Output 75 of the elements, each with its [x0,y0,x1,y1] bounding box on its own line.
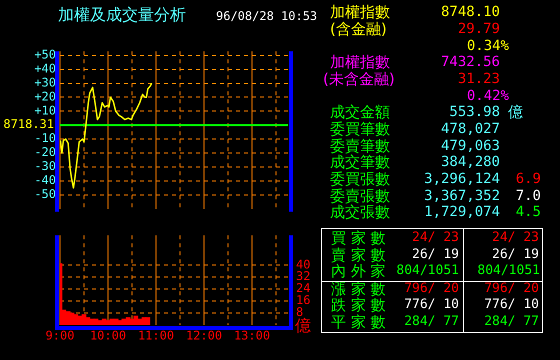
bar [110,318,114,325]
text: 804/1051 [477,263,540,278]
text: 成交金額 [330,103,390,121]
y-tick-label: -20 [34,145,56,160]
text: 0.34% [466,38,509,54]
text: 796/ 20 [404,281,459,296]
x-tick-label: 11:00 [138,328,174,342]
chart-title: 加權及成交量分析 [58,5,186,24]
text: 買 家 數 [331,229,386,247]
y2-tick-label: 16 [296,293,310,308]
bar [98,320,102,325]
y2-tick-label: 24 [296,281,310,296]
text: 26/ 19 [412,247,459,262]
y-tick-label: +10 [34,103,56,118]
bar [146,317,150,325]
text: 7432.56 [440,54,500,70]
text: 776/ 10 [404,297,459,312]
y-tick-label: +50 [34,48,56,62]
x-tick-label: 9:00 [46,328,74,342]
y2-tick-label: 40 [296,257,310,272]
y-tick-label: -40 [34,173,56,188]
text: 796/ 20 [484,281,539,296]
chart-subtitle: 96/08/28 10:53 [216,9,318,23]
text: 0.42% [466,88,509,104]
text: 553.98 [449,104,500,120]
text: 384,280 [440,154,500,170]
text: 委買張數 [330,170,390,188]
text: 804/1051 [396,263,459,278]
text: 29.79 [458,21,500,37]
text: 委賣張數 [330,187,390,205]
y-tick-label: -30 [34,159,56,174]
bar [74,314,78,325]
text: 479,063 [440,138,500,154]
text: 1,729,074 [424,204,500,220]
text: 億 [508,103,523,121]
y-tick-label: +20 [34,89,56,104]
text: 478,027 [440,121,500,137]
text: 776/ 10 [484,297,539,312]
text: 31.23 [458,71,500,87]
text: 24/ 23 [492,230,539,245]
text: 漲 家 數 [331,280,386,298]
text: 24/ 23 [412,230,459,245]
y-tick-label: +30 [34,75,56,90]
text: 平 家 數 [331,313,386,331]
text: 4.5 [516,204,541,220]
x-tick-label: 12:00 [186,328,222,342]
text: 成交張數 [330,203,390,221]
text: 加權指數 [330,3,390,21]
text: 加權指數 [330,53,390,71]
x-tick-label: 13:00 [234,328,270,342]
text: 3,367,352 [424,188,500,204]
text: (未含金融) [323,70,395,88]
y-tick-label: -50 [34,186,56,201]
text: 3,296,124 [424,171,500,187]
text: 委買筆數 [330,120,390,138]
bar [122,318,126,325]
text: 7.0 [516,188,541,204]
text: 8748.10 [440,4,500,20]
text: 26/ 19 [492,247,539,262]
y-tick-label: +40 [34,61,56,76]
text: 委賣筆數 [330,137,390,155]
bar [86,317,90,325]
text: 284/ 77 [404,314,459,329]
text: 賣 家 數 [331,246,386,264]
bar [134,316,138,325]
y2-tick-label: 32 [296,269,310,284]
text: 跌 家 數 [331,296,386,314]
text: 284/ 77 [484,314,539,329]
text: (含金融) [330,20,387,38]
y-tick-label: -10 [34,131,56,146]
text: 6.9 [516,171,541,187]
text: 成交筆數 [330,153,390,171]
x-tick-label: 10:00 [90,328,126,342]
text: 8718.31 [3,117,54,132]
text: 內 外 家 [331,262,386,280]
